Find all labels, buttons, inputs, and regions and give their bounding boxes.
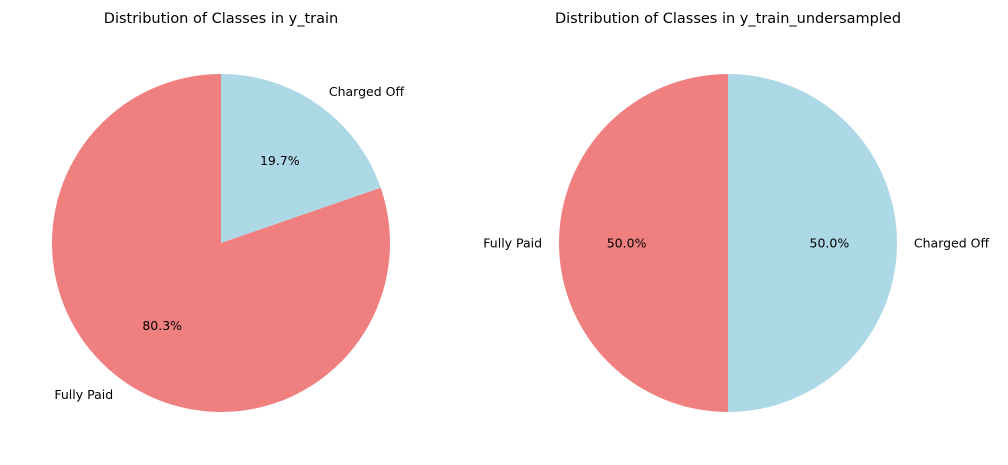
chart-title: Distribution of Classes in y_train [104,11,338,27]
slice-label: Fully Paid [483,236,542,251]
slice-label: Charged Off [329,84,405,99]
pct-label: 50.0% [607,236,647,251]
pie-chart-undersampled: Distribution of Classes in y_train_under… [483,11,990,412]
pct-label: 19.7% [260,153,300,168]
pct-label: 50.0% [810,236,850,251]
pie-slice-charged-off [221,74,381,243]
pie-chart-train: Distribution of Classes in y_train 19.7%… [51,11,405,413]
pie-slice-fully-paid [559,74,728,412]
pct-label: 80.3% [142,318,182,333]
pie-slice-fully-paid [51,74,390,413]
slice-label: Fully Paid [54,387,113,402]
pie-slice-charged-off [728,74,897,412]
chart-title: Distribution of Classes in y_train_under… [555,11,901,27]
slice-label: Charged Off [914,236,990,251]
